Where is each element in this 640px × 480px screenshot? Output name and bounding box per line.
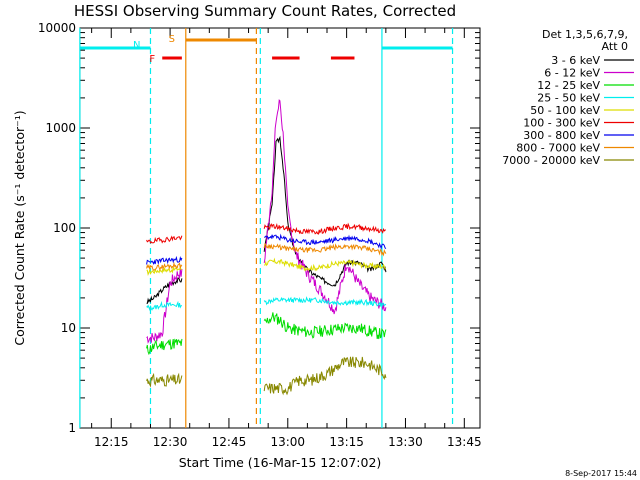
series-line bbox=[263, 312, 387, 340]
footer-timestamp: 8-Sep-2017 15:44 bbox=[565, 469, 637, 478]
x-tick-label: 13:45 bbox=[447, 435, 482, 449]
x-axis: 12:15 12:30 12:45 13:00 13:15 13:30 13:45 bbox=[91, 28, 482, 449]
series-line bbox=[146, 255, 183, 266]
x-tick-label: 12:15 bbox=[94, 435, 129, 449]
series-line bbox=[263, 296, 387, 307]
interval-markers: FN S bbox=[79, 28, 454, 428]
series-line bbox=[146, 300, 183, 312]
y-tick-label: 10000 bbox=[38, 21, 76, 35]
legend-entry-label: 100 - 300 keV bbox=[523, 117, 600, 130]
series-line bbox=[146, 261, 183, 271]
series-line bbox=[263, 222, 386, 235]
annotation-label-s: S bbox=[169, 34, 175, 45]
chart-title: HESSI Observing Summary Count Rates, Cor… bbox=[74, 2, 456, 20]
x-tick-label: 13:00 bbox=[270, 435, 305, 449]
y-tick-label: 100 bbox=[53, 221, 76, 235]
data-series bbox=[146, 99, 387, 396]
series-line bbox=[146, 268, 183, 344]
x-tick-label: 12:30 bbox=[153, 435, 188, 449]
y-tick-label: 1000 bbox=[45, 121, 76, 135]
series-line bbox=[146, 277, 183, 304]
series-line bbox=[146, 338, 183, 356]
legend-entry-label: 12 - 25 keV bbox=[537, 79, 600, 92]
y-tick-label: 1 bbox=[68, 421, 76, 435]
legend-entry-label: 25 - 50 keV bbox=[537, 92, 600, 105]
legend-title-line: Det 1,3,5,6,7,9, bbox=[542, 28, 628, 41]
series-line bbox=[263, 233, 387, 250]
y-axis-label: Corrected Count Rate (s⁻¹ detector⁻¹) bbox=[12, 110, 27, 345]
legend-entry-label: 300 - 800 keV bbox=[523, 129, 600, 142]
y-tick-label: 10 bbox=[61, 321, 76, 335]
x-tick-label: 12:45 bbox=[212, 435, 247, 449]
legend-entry-label: 7000 - 20000 keV bbox=[502, 154, 600, 167]
series-line bbox=[264, 257, 387, 272]
y-axis: 1 10 100 1000 10000 bbox=[38, 21, 480, 435]
x-tick-label: 13:30 bbox=[388, 435, 423, 449]
series-line bbox=[263, 243, 387, 257]
legend-entry-label: 50 - 100 keV bbox=[530, 104, 600, 117]
legend-entry-label: 6 - 12 keV bbox=[544, 67, 600, 80]
annotation-label-f: F bbox=[149, 54, 155, 65]
legend-title-line: Att 0 bbox=[602, 40, 628, 53]
series-line bbox=[263, 356, 387, 396]
legend-entry-label: 3 - 6 keV bbox=[551, 54, 600, 67]
legend-entry-label: 800 - 7000 keV bbox=[516, 142, 600, 155]
x-axis-label: Start Time (16-Mar-15 12:07:02) bbox=[179, 455, 382, 470]
series-line bbox=[263, 99, 387, 315]
annotation-label-n: N bbox=[133, 40, 140, 51]
series-line bbox=[146, 372, 183, 388]
x-tick-label: 13:15 bbox=[329, 435, 364, 449]
series-line bbox=[146, 235, 183, 244]
